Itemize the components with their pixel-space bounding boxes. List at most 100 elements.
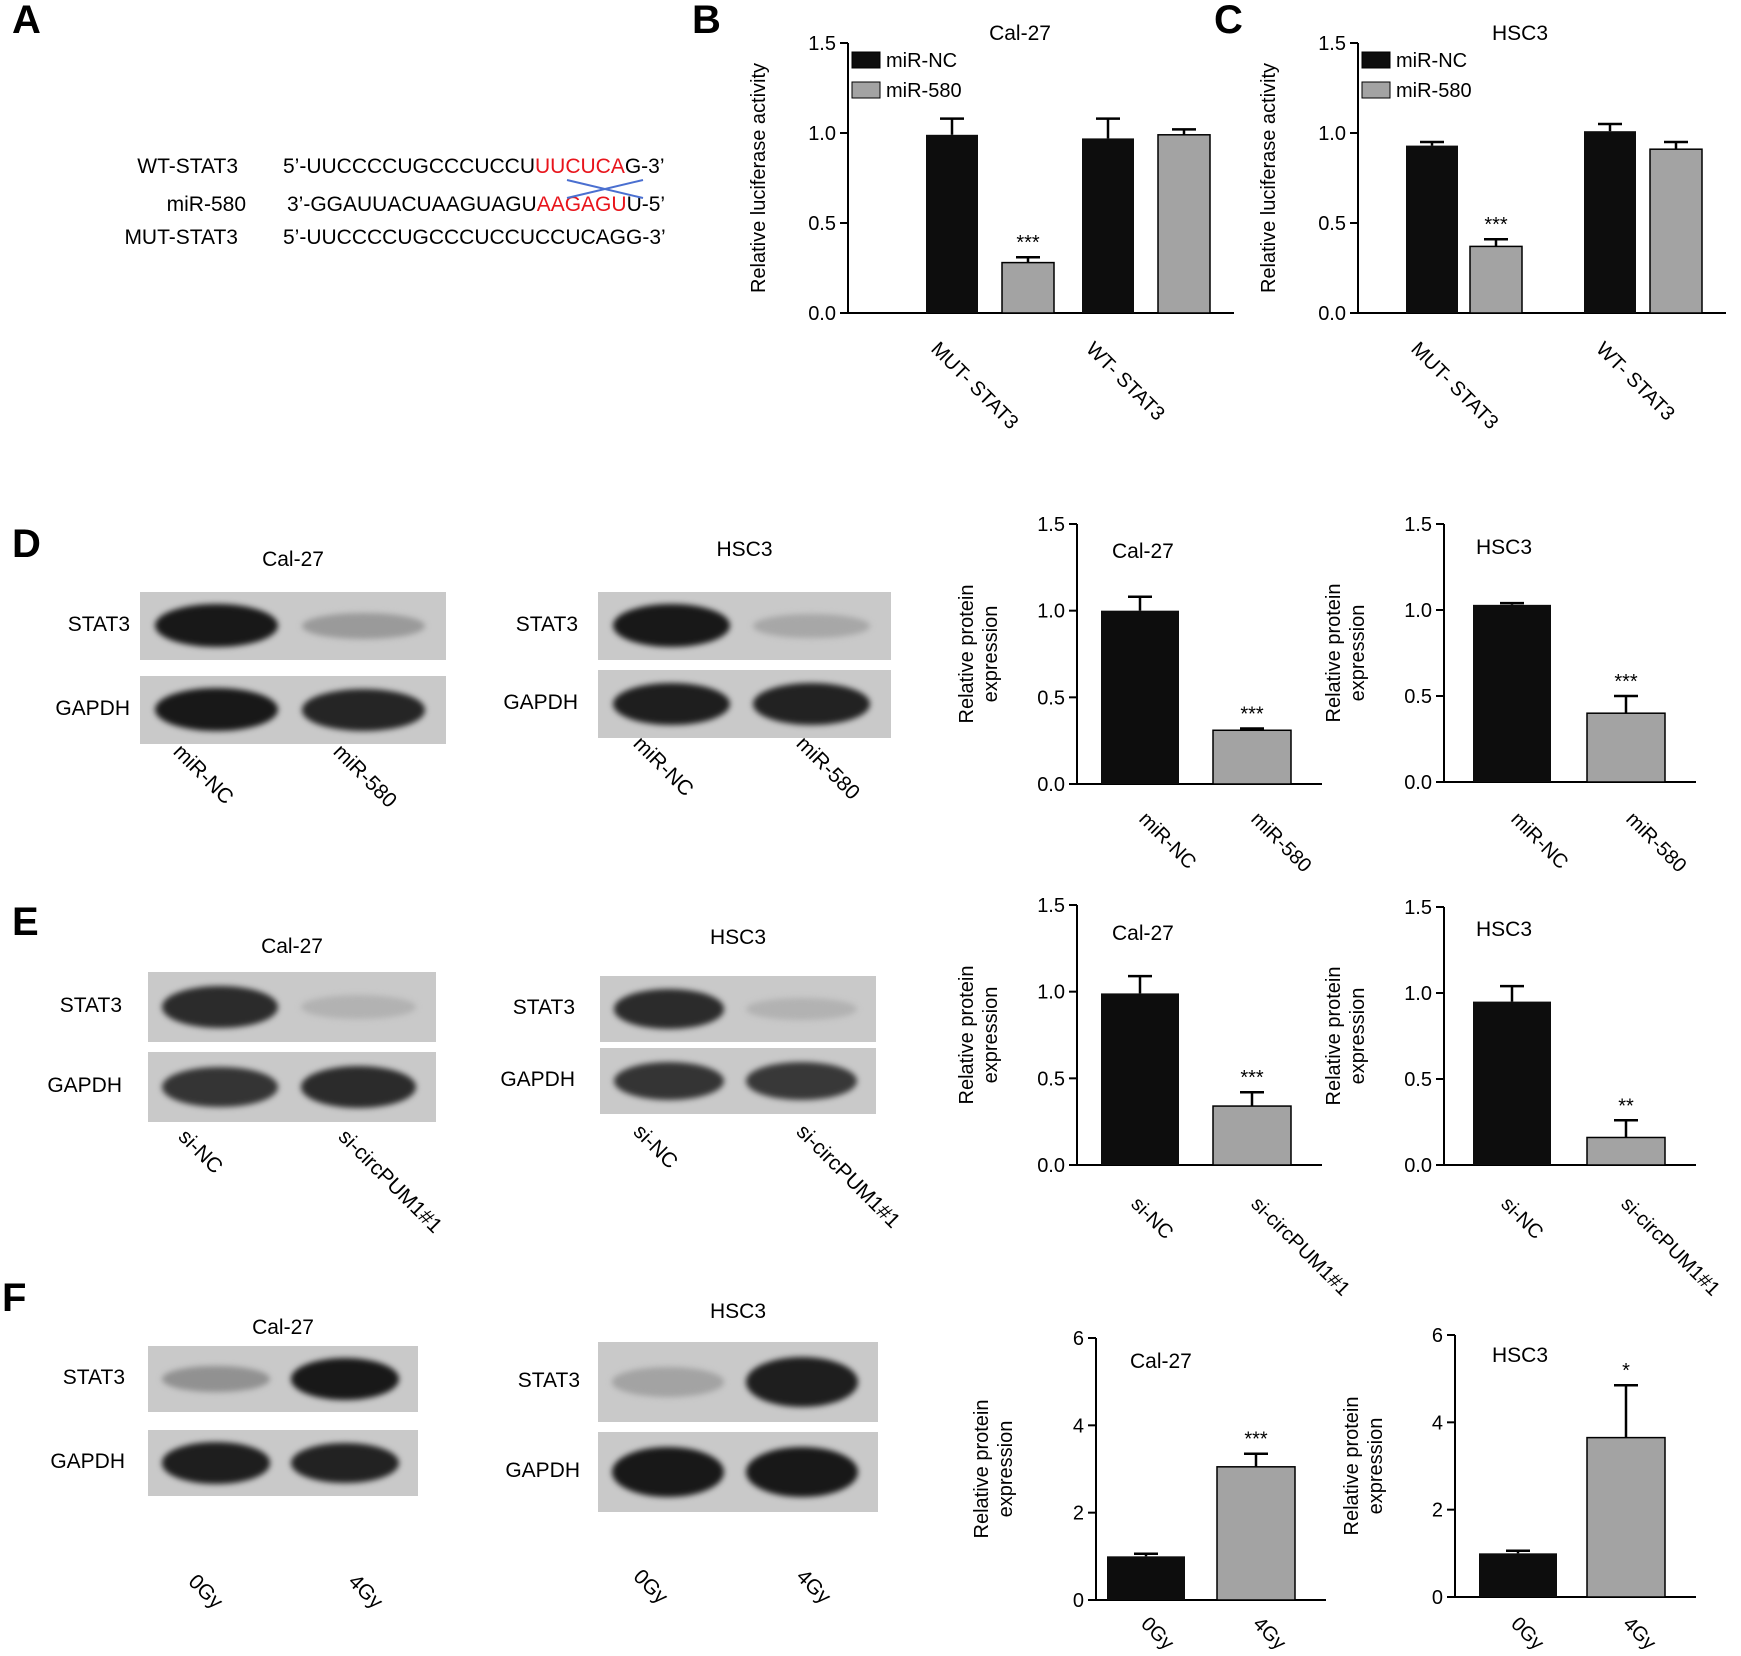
chart-c-category-label: WT- STAT3: [1591, 338, 1678, 425]
chart-f-hsc3-title: HSC3: [1492, 1344, 1548, 1367]
chart-d-hsc3-category-label: miR-NC: [1506, 808, 1572, 874]
chart-d-hsc3-y-axis-label: Relative protein expression: [1323, 584, 1369, 723]
chart-f-hsc3-y-tick-label: 4: [1432, 1412, 1443, 1434]
chart-e-hsc3-y-label-line2: expression: [1347, 988, 1369, 1085]
panel-label-b: B: [692, 0, 721, 42]
chart-c-y-tick-label: 0.0: [1318, 303, 1346, 325]
blot-D-left-stat3-membrane: [140, 592, 446, 660]
blot-E-right-stat3-band-2: [746, 997, 857, 1021]
blot-E-right-stat3-band-1: [613, 989, 725, 1029]
mut-stat3-sequence: 5’-UUCCCCUGCCCUCCUCCUCAGG-3’: [283, 226, 666, 249]
panel-label-f: F: [2, 1276, 27, 1320]
blot-F-left-gapdh-label: GAPDH: [50, 1450, 125, 1473]
blot-D-right-stat3-membrane: [598, 592, 891, 660]
blot-D-left-title: Cal-27: [262, 548, 324, 571]
chart-d-cal27-y-label-line1: Relative protein: [956, 585, 978, 724]
chart-f-hsc3-y-label-line2: expression: [1365, 1418, 1387, 1515]
chart-c-y-tick-label: 1.5: [1318, 33, 1346, 55]
chart-e-hsc3-category-label: si-circPUM1#1: [1616, 1193, 1724, 1301]
blot-E-left-stat3-membrane: [148, 972, 436, 1042]
blot-F-right-gapdh-band-2: [746, 1446, 859, 1498]
chart-e-hsc3-bar: [1473, 1001, 1551, 1165]
chart-d-cal27-y-tick-label: 0.0: [1037, 774, 1065, 796]
mir-seq-seed: AAGAGU: [536, 193, 627, 216]
blot-D-left-gapdh-band-1: [155, 688, 278, 732]
chart-f-hsc3-y-tick-label: 2: [1432, 1500, 1443, 1522]
chart-c-category-label: MUT- STAT3: [1406, 338, 1502, 434]
chart-d-hsc3-y-tick-label: 0.5: [1404, 686, 1432, 708]
mir-580-label: miR-580: [166, 193, 246, 216]
chart-c-y-tick-label: 1.0: [1318, 123, 1346, 145]
mut-stat3-label: MUT-STAT3: [124, 226, 238, 249]
chart-d-cal27-category-label: miR-NC: [1134, 808, 1200, 874]
blot-E-right-gapdh-band-2: [746, 1062, 857, 1100]
chart-e-hsc3-y-tick-label: 0.0: [1404, 1155, 1432, 1177]
chart-e-cal27-bar: [1212, 1105, 1292, 1166]
chart-e-hsc3-bar: [1586, 1136, 1666, 1166]
chart-f-cal27-title: Cal-27: [1130, 1350, 1192, 1373]
cross-line-2: [566, 179, 644, 199]
chart-e-hsc3-y-tick-label: 1.5: [1404, 897, 1432, 919]
chart-f-cal27-bar: [1107, 1556, 1185, 1600]
blot-D-right-gapdh-band-2: [753, 683, 871, 725]
chart-e-cal27-y-tick-label: 0.5: [1037, 1068, 1065, 1090]
blot-F-left-stat3-band-2: [291, 1358, 400, 1400]
blot-E-left-stat3-band-1: [162, 986, 278, 1028]
chart-e-cal27-y-tick-label: 1.5: [1037, 895, 1065, 917]
blot-E-right-gapdh-band-1: [613, 1061, 725, 1101]
chart-b-significance: ***: [1016, 232, 1040, 254]
chart-f-cal27-y-tick-label: 6: [1073, 1328, 1084, 1350]
wt-stat3-sequence: 5’-UUCCCCUGCCCUCCUUUCUCAG-3’: [283, 155, 665, 179]
chart-b-y-axis-label: Relative luciferase activity: [748, 63, 770, 293]
chart-d-hsc3-y-label-line2: expression: [1347, 605, 1369, 702]
panel-label-e: E: [12, 900, 39, 944]
chart-c-bar: [1469, 245, 1523, 314]
chart-e-hsc3-y-tick-label: 1.0: [1404, 983, 1432, 1005]
blot-F-right-stat3-label: STAT3: [517, 1369, 580, 1392]
chart-e-hsc3-y-tick-label: 0.5: [1404, 1069, 1432, 1091]
wt-seq-suffix: G-3’: [624, 155, 665, 178]
chart-c-significance: ***: [1484, 214, 1508, 236]
chart-d-hsc3-category-label: miR-580: [1621, 808, 1690, 877]
chart-e-hsc3: 0.0 0.5 1.0 1.5 Relative protein expression HS…: [1323, 897, 1724, 1300]
chart-f-hsc3-y-tick-label: 0: [1432, 1587, 1443, 1609]
chart-d-cal27-y-tick-label: 1.5: [1037, 514, 1065, 536]
blot-E-left-gapdh-label: GAPDH: [47, 1074, 122, 1097]
chart-f-hsc3-significance: *: [1622, 1360, 1630, 1382]
chart-c-bar: [1406, 145, 1458, 313]
blot-E-right-gapdh-membrane: [600, 1048, 876, 1114]
chart-d-cal27-y-tick-label: 1.0: [1037, 601, 1065, 623]
blot-D-left-gapdh-label: GAPDH: [55, 697, 130, 720]
blot-D-left-gapdh-band-2: [302, 689, 425, 731]
mir-580-sequence: 3’-GGAUUACUAAGUAGUAAGAGUU-5’: [287, 193, 665, 217]
chart-f-cal27: 0 2 4 6 Relative protein expression Cal-27 *** 0…: [971, 1328, 1326, 1654]
chart-d-hsc3-y-tick-label: 1.5: [1404, 514, 1432, 536]
chart-d-hsc3-y-label-line1: Relative protein: [1323, 584, 1345, 723]
chart-e-hsc3-y-axis-label: Relative protein expression: [1323, 967, 1369, 1106]
blot-F-left-stat3-membrane: [148, 1346, 418, 1412]
chart-d-hsc3-y-tick-label: 1.0: [1404, 600, 1432, 622]
chart-d-hsc3-y-tick-label: 0.0: [1404, 772, 1432, 794]
panel-label-d: D: [12, 522, 41, 566]
blot-E-left-stat3-label: STAT3: [59, 994, 122, 1017]
chart-d-hsc3: 0.0 0.5 1.0 1.5 Relative protein expression HS…: [1323, 514, 1696, 877]
chart-e-cal27-significance: ***: [1240, 1067, 1264, 1089]
seed-pairing-cross: [566, 179, 644, 199]
chart-b: 0.0 0.5 1.0 1.5 Relative luciferase activity…: [748, 22, 1234, 434]
chart-d-hsc3-bar: [1586, 712, 1666, 783]
mir-seq-prefix: 3’-GGAUUACUAAGUAGU: [287, 193, 537, 216]
blot-F-left-stat3-label: STAT3: [62, 1366, 125, 1389]
chart-d-cal27-significance: ***: [1240, 704, 1264, 726]
chart-f-cal27-y-label-line2: expression: [995, 1421, 1017, 1518]
blot-F-right-gapdh-membrane: [598, 1432, 878, 1512]
chart-f-hsc3-bar: [1479, 1553, 1557, 1597]
blot-D-right-stat3-band-1: [612, 604, 730, 648]
wt-seq-seed: UUCUCA: [535, 155, 625, 178]
mir-seq-suffix: U-5’: [626, 193, 666, 216]
chart-d-cal27-category-label: miR-580: [1246, 808, 1315, 877]
chart-f-hsc3: 0 2 4 6 Relative protein expression HSC3 * 0Gy 4G…: [1341, 1325, 1696, 1654]
chart-e-cal27-y-tick-label: 1.0: [1037, 982, 1065, 1004]
chart-e-cal27-y-label-line2: expression: [980, 987, 1002, 1084]
blot-F-right-stat3-band-2: [746, 1357, 859, 1407]
chart-b-y-tick-label: 0.0: [808, 303, 836, 325]
